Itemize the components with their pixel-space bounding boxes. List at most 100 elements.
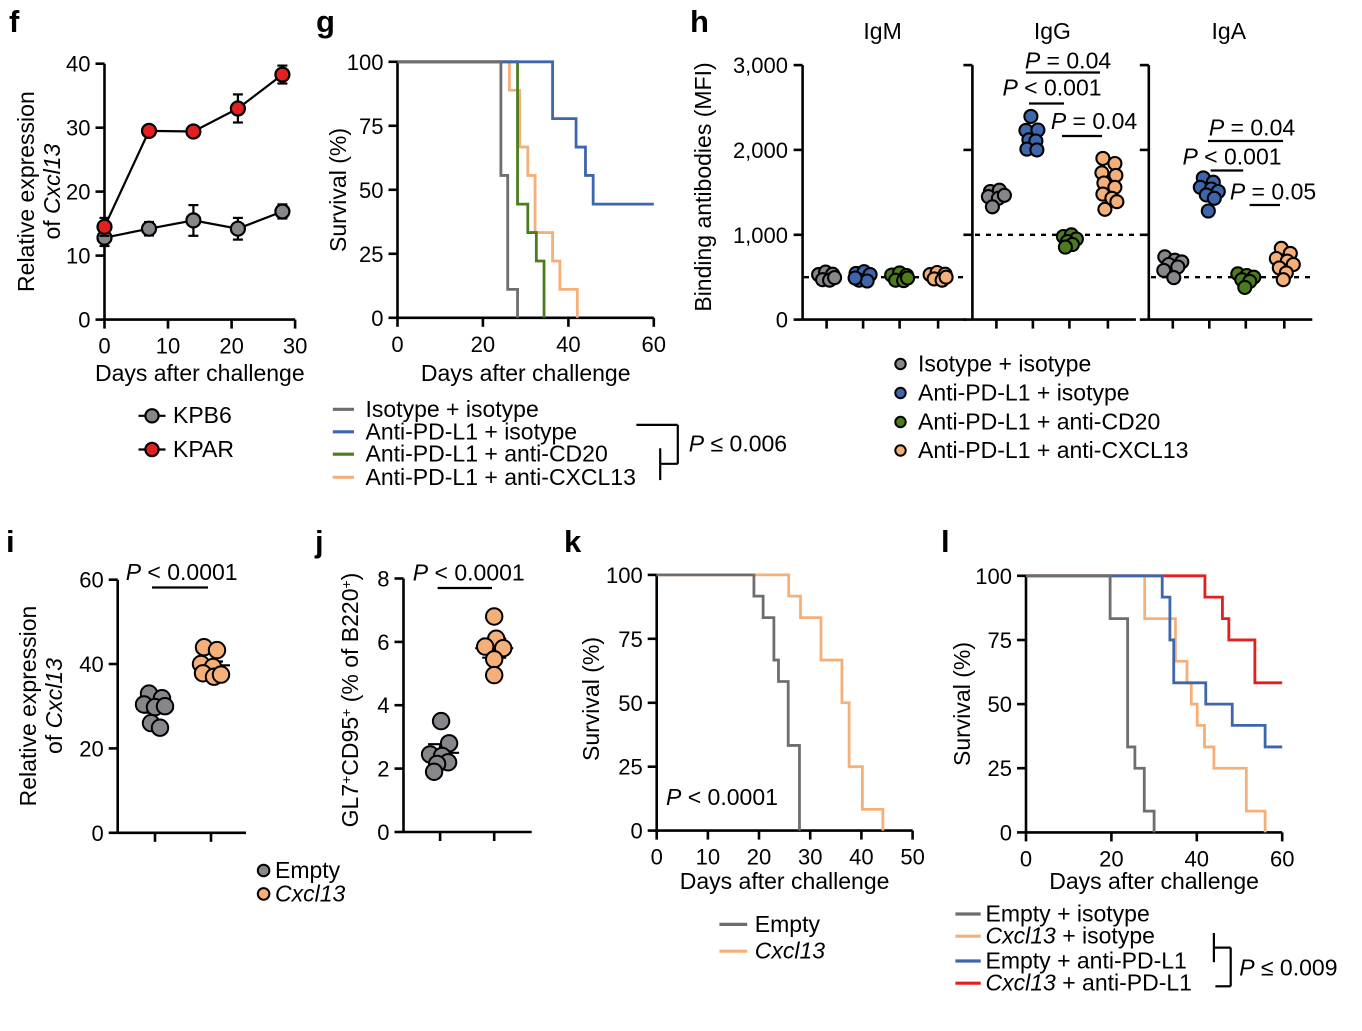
svg-text:8: 8 — [377, 567, 389, 592]
svg-text:40: 40 — [556, 332, 580, 357]
svg-text:20: 20 — [1099, 846, 1123, 871]
svg-text:0: 0 — [651, 845, 663, 870]
svg-text:KPB6: KPB6 — [173, 402, 232, 428]
svg-text:P = 0.04: P = 0.04 — [1209, 115, 1296, 141]
svg-text:0: 0 — [1000, 820, 1012, 845]
svg-text:100: 100 — [347, 50, 384, 75]
svg-text:30: 30 — [798, 845, 822, 870]
svg-text:Empty + isotype: Empty + isotype — [986, 901, 1150, 927]
svg-text:20: 20 — [219, 334, 243, 359]
svg-text:P ≤ 0.006: P ≤ 0.006 — [689, 430, 787, 456]
svg-text:P ≤ 0.009: P ≤ 0.009 — [1239, 954, 1337, 980]
svg-text:0: 0 — [371, 306, 383, 331]
svg-text:of Cxcl13: of Cxcl13 — [41, 658, 67, 754]
svg-text:Relative expression: Relative expression — [15, 606, 41, 807]
svg-text:h: h — [690, 4, 709, 39]
svg-text:20: 20 — [747, 845, 771, 870]
svg-text:Survival (%): Survival (%) — [325, 128, 351, 252]
svg-text:100: 100 — [975, 564, 1012, 589]
svg-text:6: 6 — [377, 630, 389, 655]
svg-text:f: f — [9, 4, 20, 39]
svg-text:50: 50 — [359, 178, 383, 203]
svg-text:P < 0.0001: P < 0.0001 — [413, 560, 525, 586]
svg-text:Anti-PD-L1 + isotype: Anti-PD-L1 + isotype — [918, 380, 1130, 406]
svg-text:Survival (%): Survival (%) — [949, 642, 975, 766]
svg-text:20: 20 — [79, 736, 103, 761]
svg-text:Days after challenge: Days after challenge — [680, 868, 890, 894]
svg-text:KPAR: KPAR — [173, 436, 234, 462]
svg-text:60: 60 — [642, 332, 666, 357]
svg-text:2: 2 — [377, 757, 389, 782]
svg-text:Anti-PD-L1 + isotype: Anti-PD-L1 + isotype — [366, 418, 578, 444]
svg-text:P < 0.001: P < 0.001 — [1182, 143, 1281, 169]
svg-text:IgG: IgG — [1034, 18, 1071, 44]
svg-text:10: 10 — [156, 334, 180, 359]
svg-text:30: 30 — [66, 116, 90, 141]
svg-text:P = 0.04: P = 0.04 — [1051, 108, 1138, 134]
svg-text:4: 4 — [377, 693, 389, 718]
svg-text:60: 60 — [79, 568, 103, 593]
svg-text:0: 0 — [377, 820, 389, 845]
svg-text:100: 100 — [606, 563, 643, 588]
svg-text:Empty: Empty — [275, 857, 341, 883]
svg-text:Cxcl13 + isotype: Cxcl13 + isotype — [986, 923, 1155, 949]
svg-text:j: j — [314, 524, 324, 559]
svg-text:Isotype + isotype: Isotype + isotype — [366, 396, 539, 422]
svg-text:GL7+CD95+ (% of B220+): GL7+CD95+ (% of B220+) — [337, 573, 363, 828]
svg-text:40: 40 — [849, 845, 873, 870]
svg-text:0: 0 — [91, 821, 103, 846]
svg-text:Days after challenge: Days after challenge — [95, 360, 305, 386]
svg-text:i: i — [6, 524, 15, 559]
svg-text:Anti-PD-L1 + anti-CXCL13: Anti-PD-L1 + anti-CXCL13 — [366, 464, 636, 490]
svg-text:P = 0.04: P = 0.04 — [1025, 47, 1112, 73]
svg-text:20: 20 — [471, 332, 495, 357]
svg-text:1,000: 1,000 — [733, 223, 788, 248]
svg-text:10: 10 — [66, 244, 90, 269]
svg-text:Days after challenge: Days after challenge — [1049, 868, 1259, 894]
svg-text:0: 0 — [78, 308, 90, 333]
svg-text:Anti-PD-L1 + anti-CD20: Anti-PD-L1 + anti-CD20 — [918, 409, 1160, 435]
svg-text:Cxcl13: Cxcl13 — [275, 880, 346, 906]
svg-text:Isotype + isotype: Isotype + isotype — [918, 351, 1091, 377]
svg-text:0: 0 — [1020, 846, 1032, 871]
svg-text:50: 50 — [618, 691, 642, 716]
svg-text:75: 75 — [359, 114, 383, 139]
svg-text:3,000: 3,000 — [733, 53, 788, 78]
svg-text:Relative expression: Relative expression — [13, 91, 39, 292]
svg-text:0: 0 — [630, 819, 642, 844]
svg-text:P < 0.0001: P < 0.0001 — [126, 559, 238, 585]
svg-text:25: 25 — [618, 755, 642, 780]
svg-text:k: k — [564, 524, 582, 559]
svg-text:0: 0 — [391, 332, 403, 357]
svg-text:25: 25 — [988, 756, 1012, 781]
svg-text:Empty: Empty — [755, 911, 821, 937]
svg-text:0: 0 — [98, 334, 110, 359]
svg-text:50: 50 — [900, 845, 924, 870]
svg-text:Anti-PD-L1 + anti-CD20: Anti-PD-L1 + anti-CD20 — [366, 441, 608, 467]
svg-text:40: 40 — [79, 652, 103, 677]
svg-text:75: 75 — [618, 627, 642, 652]
svg-text:10: 10 — [696, 845, 720, 870]
svg-text:25: 25 — [359, 242, 383, 267]
svg-text:Anti-PD-L1 + anti-CXCL13: Anti-PD-L1 + anti-CXCL13 — [918, 437, 1188, 463]
svg-text:40: 40 — [1185, 846, 1209, 871]
svg-text:Empty + anti-PD-L1: Empty + anti-PD-L1 — [986, 948, 1187, 974]
svg-text:50: 50 — [988, 692, 1012, 717]
svg-text:of Cxcl13: of Cxcl13 — [39, 143, 65, 239]
svg-text:IgM: IgM — [863, 18, 901, 44]
svg-text:Cxcl13: Cxcl13 — [755, 938, 826, 964]
svg-text:l: l — [941, 524, 950, 559]
svg-text:Days after challenge: Days after challenge — [421, 360, 631, 386]
svg-text:P < 0.0001: P < 0.0001 — [666, 784, 778, 810]
svg-text:60: 60 — [1270, 846, 1294, 871]
svg-text:g: g — [316, 4, 335, 39]
svg-text:2,000: 2,000 — [733, 138, 788, 163]
svg-text:P = 0.05: P = 0.05 — [1230, 179, 1316, 205]
svg-text:40: 40 — [66, 52, 90, 77]
svg-text:30: 30 — [283, 334, 307, 359]
svg-text:P < 0.001: P < 0.001 — [1002, 75, 1101, 101]
svg-text:75: 75 — [988, 628, 1012, 653]
svg-text:IgA: IgA — [1212, 18, 1247, 44]
svg-text:Binding antibodies (MFI): Binding antibodies (MFI) — [690, 62, 716, 311]
svg-text:Cxcl13 + anti-PD-L1: Cxcl13 + anti-PD-L1 — [986, 970, 1192, 996]
